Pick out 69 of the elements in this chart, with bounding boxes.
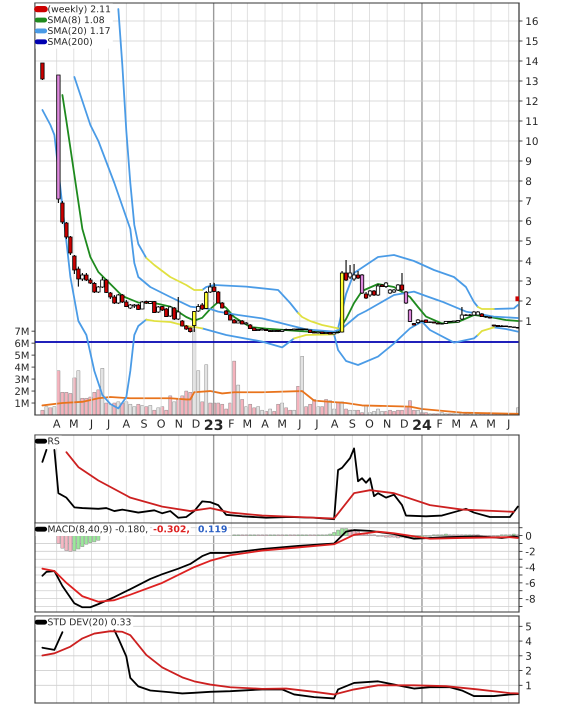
y-tick-label: 2 xyxy=(526,297,531,305)
y-tick-label: 0 xyxy=(526,532,532,540)
x-tick-label: F xyxy=(438,420,442,428)
y-tick-label: 12 xyxy=(526,97,538,105)
legend-label: RS xyxy=(48,437,60,444)
x-tick-label: 24 xyxy=(413,419,432,430)
y-tick-label: 3 xyxy=(526,652,532,660)
y-tick-label: 1 xyxy=(526,682,531,690)
x-tick-label: 23 xyxy=(204,419,222,430)
x-tick-label: O xyxy=(366,419,374,428)
y-tick-label: 9 xyxy=(526,157,532,166)
x-tick-label: J xyxy=(106,420,110,430)
legend-label: SMA(200) xyxy=(48,38,92,46)
y2-tick-label: 5M xyxy=(15,352,28,360)
x-tick-label: M xyxy=(452,420,460,428)
x-tick-label: J xyxy=(89,420,92,430)
x-tick-label: A xyxy=(470,420,478,428)
y-tick-label: -4 xyxy=(526,563,536,572)
legend-label: SMA(8) 1.08 xyxy=(48,16,104,24)
y-tick-label: 6 xyxy=(526,217,532,226)
x-tick-label: J xyxy=(314,420,318,430)
y2-tick-label: 6M xyxy=(15,340,28,348)
y-tick-label: 11 xyxy=(526,117,538,125)
y2-tick-label: 7M xyxy=(15,328,28,335)
x-tick-label: D xyxy=(401,420,408,428)
y-tick-label: 2 xyxy=(526,666,531,675)
y2-tick-label: 3M xyxy=(15,375,28,384)
y-tick-label: 16 xyxy=(526,17,538,26)
x-tick-label: A xyxy=(122,420,130,428)
x-tick-label: O xyxy=(157,419,165,428)
y-tick-label: 14 xyxy=(526,57,538,65)
x-tick-label: N xyxy=(176,420,182,428)
legend-title: (weekly) 2.11 xyxy=(48,5,110,14)
x-tick-label: S xyxy=(350,419,356,428)
text: MACD(8,40,9) -0.180, xyxy=(48,525,148,534)
x-tick-label: M xyxy=(278,420,286,428)
x-tick-label: M xyxy=(70,420,78,428)
y2-tick-label: 4M xyxy=(14,364,28,371)
y-tick-label: 3 xyxy=(526,277,532,286)
x-tick-label: A xyxy=(330,420,338,428)
annotation: 0.119 xyxy=(198,525,227,532)
legend-label: STD DEV(20) 0.33 xyxy=(48,618,131,627)
x-tick-label: A xyxy=(261,420,269,428)
y-tick-label: 5 xyxy=(526,237,531,246)
x-tick-label: M xyxy=(244,420,252,428)
x-tick-label: S xyxy=(141,419,147,428)
y-tick-label: 5 xyxy=(526,622,531,630)
x-tick-label: D xyxy=(192,420,200,428)
x-tick-label: N xyxy=(384,420,390,428)
y-tick-label: -8 xyxy=(526,594,535,603)
y-tick-label: -2 xyxy=(526,548,535,556)
y-tick-label: 10 xyxy=(526,137,538,146)
legend-label: SMA(20) 1.17 xyxy=(48,26,110,36)
x-tick-label: J xyxy=(506,420,510,430)
y-tick-label: -6 xyxy=(526,579,535,587)
text: -0.302, xyxy=(154,525,189,534)
y-tick-label: 13 xyxy=(526,77,538,86)
y-tick-label: 7 xyxy=(526,197,531,205)
y-tick-label: 1 xyxy=(526,317,531,325)
y-tick-label: 8 xyxy=(526,177,532,186)
x-tick-label: F xyxy=(229,420,234,428)
y-tick-label: 4 xyxy=(526,257,532,265)
y2-tick-label: 1M xyxy=(16,400,28,407)
y-tick-label: 15 xyxy=(526,37,538,46)
x-tick-label: A xyxy=(52,420,60,428)
x-tick-label: M xyxy=(487,420,495,428)
y-tick-label: 4 xyxy=(526,637,532,646)
x-tick-label: J xyxy=(298,420,300,430)
y2-tick-label: 2M xyxy=(15,387,28,395)
